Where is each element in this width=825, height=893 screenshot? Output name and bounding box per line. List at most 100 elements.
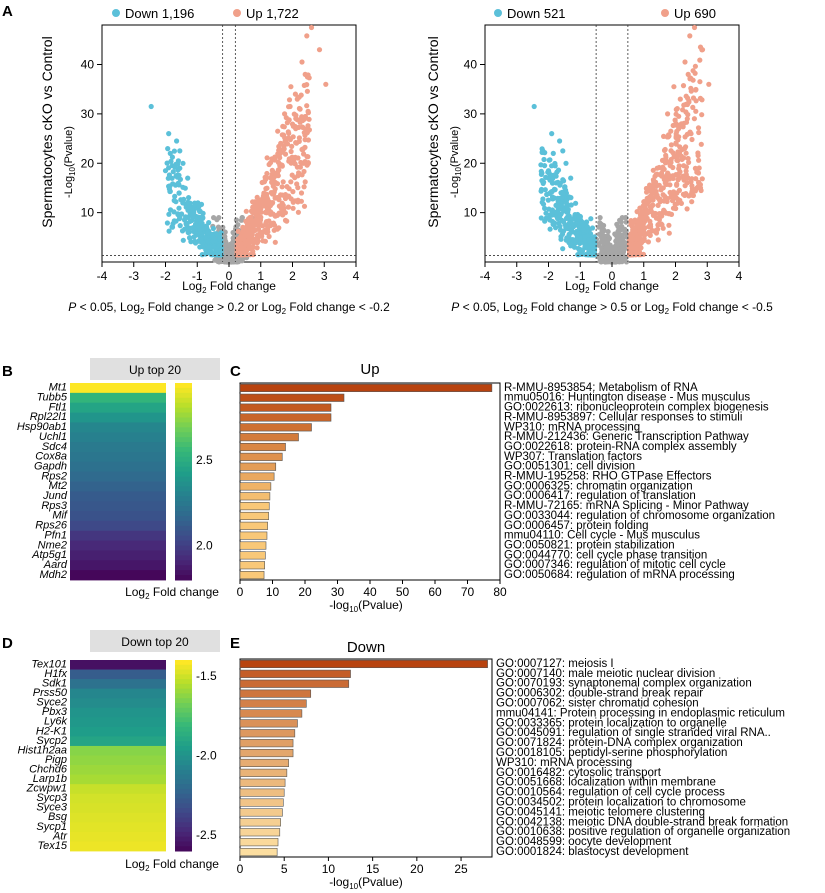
data-point: [291, 111, 297, 117]
data-point: [305, 137, 311, 143]
data-point: [298, 190, 305, 196]
volcano-plot-1: Down 1,196 Up 1,722 Spermatocytes cKO vs…: [39, 6, 390, 316]
data-point: [552, 163, 558, 169]
legend-down-label: Down 1,196: [125, 6, 194, 21]
data-point: [547, 226, 553, 232]
legend-down-label: Down 521: [507, 6, 566, 21]
data-point: [241, 245, 247, 251]
data-point: [576, 252, 582, 258]
data-point: [706, 81, 712, 87]
data-point: [639, 238, 645, 244]
colorbar-segment: [175, 707, 192, 714]
data-point: [680, 191, 687, 197]
data-point: [693, 86, 699, 93]
bar: [239, 462, 277, 471]
data-point: [209, 231, 215, 238]
data-point: [655, 222, 661, 228]
x-tick-label: 20: [298, 585, 312, 599]
data-point: [217, 236, 223, 242]
data-point: [563, 160, 569, 166]
data-point: [295, 209, 301, 215]
colorbar-segment: [175, 461, 192, 468]
data-point: [295, 197, 301, 203]
colorbar-segment: [175, 383, 192, 389]
data-point: [619, 236, 626, 242]
data-point: [687, 130, 693, 136]
data-point: [540, 149, 546, 155]
colorbar-segment: [175, 511, 192, 517]
data-point: [259, 233, 265, 239]
data-point: [280, 179, 286, 185]
heatmap-cell: [70, 392, 166, 404]
colorbar-segment: [175, 476, 192, 482]
y-tick-label: 30: [464, 107, 478, 121]
data-point: [565, 214, 571, 220]
heatmap-cell: [70, 570, 166, 581]
heatmap-cell: [70, 461, 166, 473]
data-point: [162, 168, 169, 174]
data-point: [277, 155, 283, 161]
bar: [239, 472, 275, 481]
heatmap-cell: [70, 793, 166, 804]
bar: [239, 847, 278, 857]
colorbar-segment: [175, 387, 192, 394]
data-point: [285, 204, 291, 210]
data-point: [650, 167, 656, 173]
term-label: GO:0044770: cell cycle phase transition: [504, 549, 707, 561]
data-point: [564, 235, 570, 241]
x-tick-label: 40: [363, 585, 377, 599]
data-point: [538, 168, 544, 174]
colorbar-segment: [175, 698, 192, 704]
data-point: [666, 211, 673, 217]
data-point: [560, 246, 566, 252]
gene-label: Ly6k: [44, 716, 68, 728]
data-point: [206, 250, 212, 256]
heatmap-cell: [70, 550, 166, 561]
colorbar-segment: [175, 501, 192, 507]
y-tick-label: 40: [464, 58, 478, 72]
term-label: R-MMU-195258: RHO GTPase Effectors: [504, 471, 712, 483]
data-point: [210, 238, 216, 244]
data-point: [628, 242, 634, 248]
data-point: [234, 242, 240, 248]
data-point: [659, 173, 665, 179]
bar: [239, 423, 312, 432]
heatmap-down-colorbar: -1.5 -2.0 -2.5: [175, 660, 217, 852]
volcano-2-ylabel: -Log10(Pvalue): [449, 126, 463, 198]
colorbar-segment: [175, 515, 192, 522]
data-point: [690, 95, 697, 101]
data-point: [301, 184, 307, 190]
x-tick-label: 70: [461, 585, 475, 599]
data-point: [601, 233, 607, 239]
gene-label: Sdk1: [42, 678, 67, 690]
data-point: [693, 176, 699, 182]
data-point: [186, 200, 192, 207]
data-point: [588, 216, 594, 222]
data-point: [299, 59, 305, 65]
data-point: [545, 175, 551, 181]
legend-down-marker: [494, 9, 502, 17]
data-point: [217, 247, 224, 253]
gene-label: Cox8a: [35, 451, 67, 463]
x-tick-label: 20: [410, 862, 424, 876]
data-point: [274, 212, 280, 218]
heatmap-cell: [70, 442, 166, 453]
data-point: [555, 167, 562, 173]
colorbar-segment: [175, 712, 192, 718]
colorbar-segment: [175, 784, 192, 790]
bar: [239, 778, 286, 787]
heatmap-cell: [70, 481, 166, 492]
data-point: [673, 120, 679, 127]
bar: [239, 689, 312, 698]
data-point: [288, 160, 294, 166]
data-point: [185, 175, 191, 181]
heatmap-cell: [70, 432, 166, 443]
colorbar-segment: [175, 736, 192, 742]
gene-label: Tex15: [37, 840, 67, 852]
data-point: [571, 244, 577, 250]
heatmap-cell: [70, 765, 166, 775]
bar: [239, 739, 294, 748]
plot-frame: [101, 24, 357, 263]
data-point: [239, 252, 245, 258]
volcano-1-legend: Down 1,196 Up 1,722: [112, 6, 299, 21]
